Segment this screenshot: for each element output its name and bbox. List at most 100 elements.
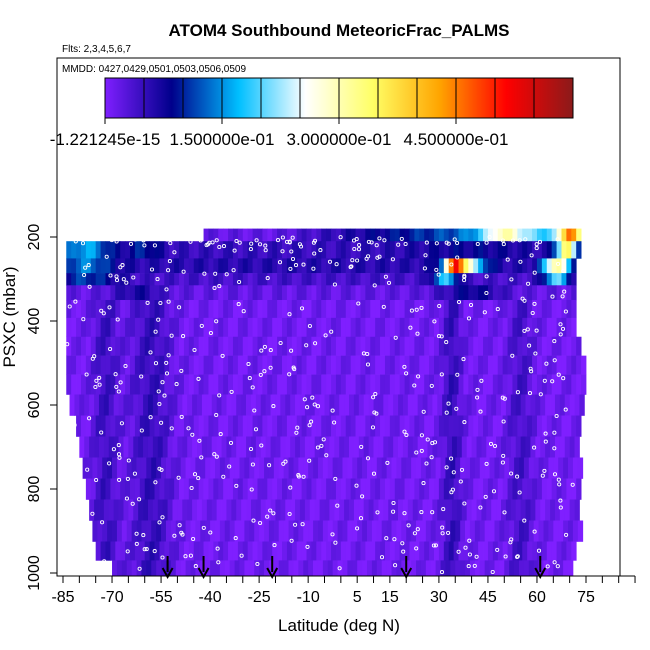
heat-cell [131, 560, 137, 576]
sample-point [258, 520, 263, 526]
heat-cell [249, 560, 255, 576]
heat-cell [345, 228, 352, 242]
heat-cell [458, 273, 464, 286]
heat-cell [301, 228, 307, 242]
heat-cell [335, 317, 342, 338]
heat-cell [512, 300, 518, 319]
sample-point [472, 563, 477, 568]
heat-cell [223, 241, 229, 259]
heat-cell [277, 228, 283, 242]
heat-cell [389, 300, 396, 319]
heat-cell [183, 541, 190, 561]
heat-cell [208, 355, 214, 375]
heat-cell [389, 336, 396, 356]
heat-cell [414, 273, 420, 286]
heat-cell [322, 520, 329, 542]
heat-cell [443, 355, 450, 375]
sample-point [412, 531, 417, 536]
heat-cell [429, 285, 435, 301]
sample-point [399, 236, 404, 241]
heat-cell [434, 273, 440, 286]
heat-cell [118, 499, 124, 521]
heat-cell [90, 258, 97, 274]
heat-cell [311, 228, 317, 242]
heat-cell [311, 541, 317, 561]
heat-cell [350, 541, 356, 561]
heat-cell [571, 317, 577, 338]
sample-point [437, 303, 442, 309]
heat-cell [559, 394, 566, 416]
heat-cell [84, 394, 90, 416]
heat-cell [262, 415, 268, 437]
sample-point [288, 485, 293, 490]
sample-point [166, 299, 171, 304]
heat-cell [358, 436, 365, 458]
heat-cell [213, 300, 219, 319]
heat-cell [345, 285, 352, 301]
heat-cell [355, 355, 361, 375]
heat-cell [295, 394, 301, 416]
heat-cell [535, 436, 541, 458]
heat-cell [438, 317, 445, 338]
sample-point [563, 309, 568, 314]
sample-point [466, 316, 472, 321]
heat-cell [434, 241, 440, 259]
heat-cell [368, 499, 374, 521]
sample-point [505, 257, 510, 262]
heat-cell [267, 415, 273, 437]
heat-cell [164, 285, 170, 301]
heat-cell [285, 394, 291, 416]
heat-cell [375, 228, 381, 242]
heat-cell [525, 394, 531, 416]
heat-cell [296, 273, 303, 286]
heat-cell [314, 436, 320, 458]
heat-cell [448, 415, 455, 437]
heat-cell [355, 285, 361, 301]
heat-cell [79, 394, 85, 416]
sample-point [107, 305, 112, 310]
heat-cell [169, 273, 175, 286]
heat-cell [102, 520, 108, 542]
heat-cell [105, 258, 111, 274]
sample-point [354, 483, 359, 488]
heat-cell [164, 478, 170, 500]
heat-cell [198, 285, 204, 301]
heat-cell [483, 258, 489, 274]
heat-cell [120, 285, 126, 301]
heat-cell [581, 374, 587, 395]
heat-cell [453, 355, 459, 375]
arrow-marker [161, 556, 174, 580]
heat-cell [237, 228, 244, 242]
heat-cell [515, 499, 522, 521]
heat-cell [434, 258, 440, 274]
heat-cell [473, 241, 479, 259]
heat-cell [177, 436, 183, 458]
heat-cell [527, 285, 533, 301]
heat-cell [198, 241, 204, 259]
sample-point [142, 547, 147, 552]
sample-point [152, 549, 157, 554]
arrow-marker [266, 556, 279, 580]
sample-point [532, 445, 537, 450]
heat-cell [331, 317, 337, 338]
heat-cell [458, 355, 464, 375]
heat-cell [149, 317, 155, 338]
heat-cell [208, 258, 214, 274]
heat-cell [154, 355, 160, 375]
heat-cell [501, 499, 507, 521]
heat-cell [301, 300, 307, 319]
heat-cell [183, 336, 190, 356]
heat-cell [553, 560, 559, 576]
sample-point [492, 443, 498, 449]
sample-point [544, 361, 549, 366]
heat-cell [463, 478, 469, 500]
heat-cell [551, 541, 557, 561]
heat-cell [440, 457, 446, 479]
heat-cell [440, 560, 446, 576]
heat-cell [144, 258, 151, 274]
heat-cell [247, 415, 253, 437]
heat-cell [85, 285, 92, 301]
heat-cell [566, 478, 572, 500]
heat-cell [546, 415, 553, 437]
sample-point [478, 505, 483, 510]
